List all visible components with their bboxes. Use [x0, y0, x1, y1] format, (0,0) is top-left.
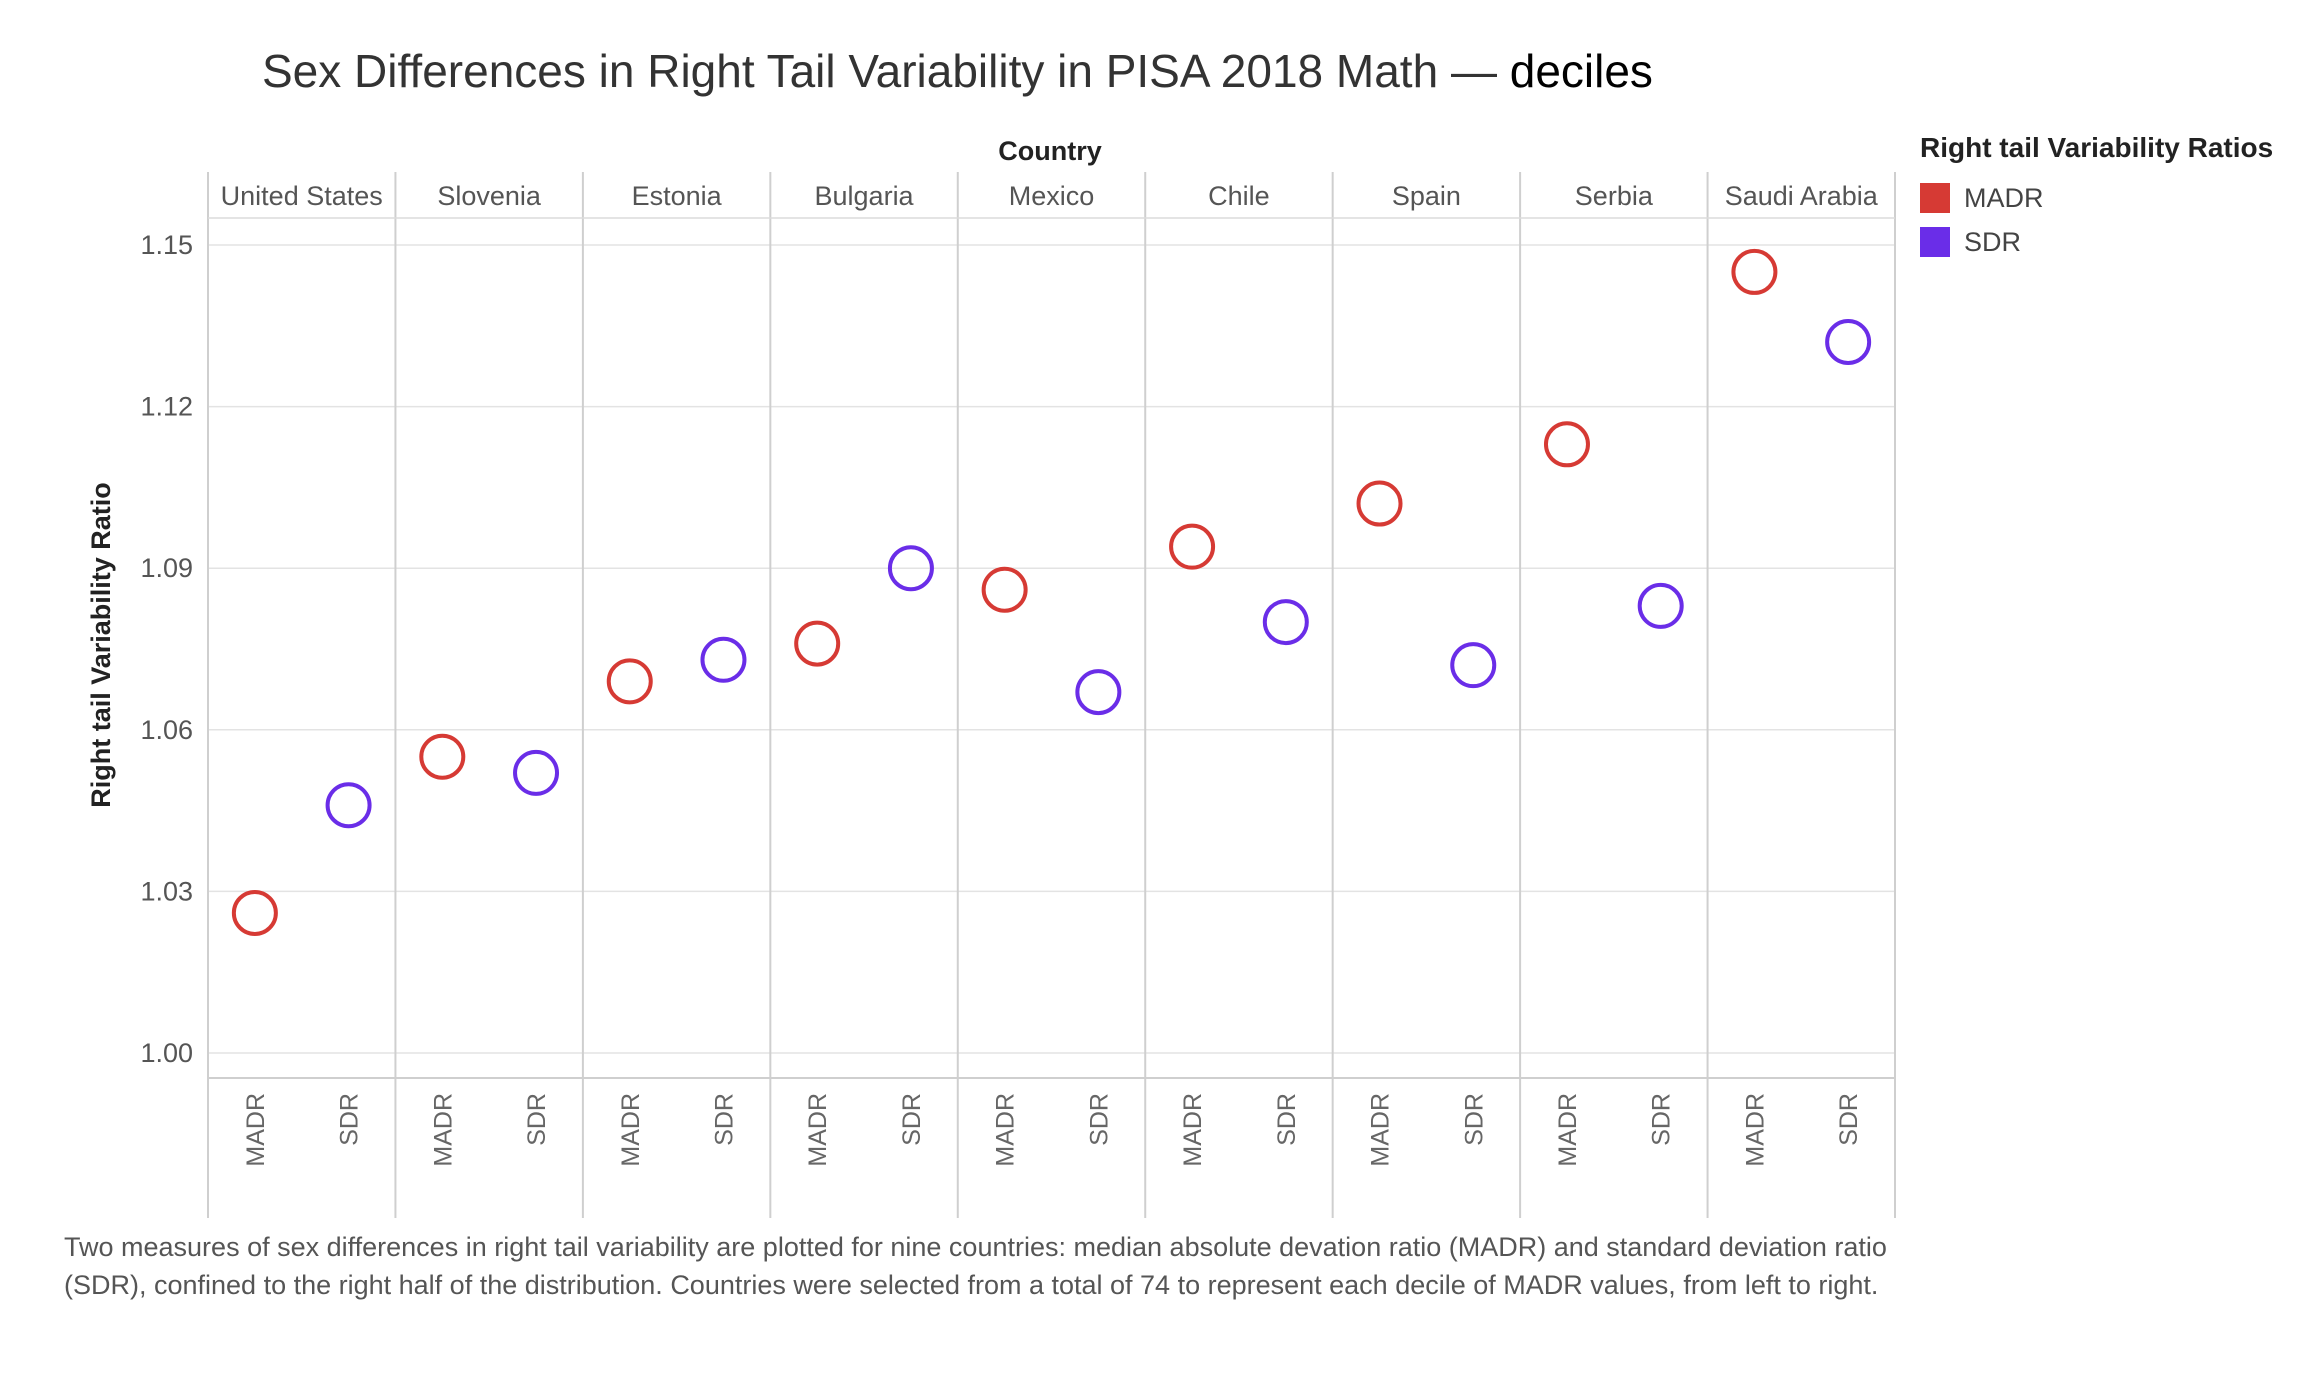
legend-title: Right tail Variability Ratios [1920, 132, 2274, 163]
y-tick-label: 1.00 [140, 1038, 193, 1068]
measure-label-madr: MADR [617, 1093, 645, 1167]
y-tick-label: 1.12 [140, 392, 193, 422]
point-sdr-chile[interactable] [1262, 599, 1309, 646]
measure-label-madr: MADR [1179, 1093, 1207, 1167]
point-madr-spain[interactable] [1356, 480, 1403, 527]
measure-label-sdr: SDR [336, 1093, 364, 1146]
measure-label-sdr: SDR [1085, 1093, 1113, 1146]
measure-label-sdr: SDR [1835, 1093, 1863, 1146]
point-sdr-bulgaria[interactable] [887, 545, 934, 592]
point-sdr-mexico[interactable] [1075, 669, 1122, 716]
point-madr-slovenia[interactable] [419, 733, 466, 780]
country-header: Bulgaria [815, 181, 915, 211]
data-points [231, 248, 1872, 936]
point-madr-bulgaria[interactable] [794, 620, 841, 667]
legend: Right tail Variability Ratios MADR SDR [1920, 132, 2273, 264]
legend-item-madr[interactable]: MADR [1920, 176, 2273, 220]
measure-label-madr: MADR [804, 1093, 832, 1167]
country-header: Slovenia [437, 181, 542, 211]
measure-labels: MADR SDR MADR SDR MADR SDR MADR SDR MADR SDR MADR S… [242, 1093, 1863, 1167]
measure-label-sdr: SDR [1273, 1093, 1301, 1146]
chart-caption: Two measures of sex differences in right… [64, 1232, 1887, 1300]
measure-label-sdr: SDR [898, 1093, 926, 1146]
y-tick-label: 1.09 [140, 553, 193, 583]
point-sdr-serbia[interactable] [1637, 582, 1684, 629]
point-sdr-estonia[interactable] [700, 636, 747, 683]
y-axis-title: Right tail Variability Ratio [86, 482, 116, 808]
measure-label-sdr: SDR [1460, 1093, 1488, 1146]
chart-title-main: Sex Differences in Right Tail Variabilit… [262, 45, 1439, 97]
legend-swatch-madr [1920, 183, 1950, 213]
country-header: Chile [1208, 181, 1270, 211]
point-madr-saudi-arabia[interactable] [1731, 248, 1778, 295]
measure-label-madr: MADR [992, 1093, 1020, 1167]
point-sdr-spain[interactable] [1450, 642, 1497, 689]
measure-label-madr: MADR [1367, 1093, 1395, 1167]
country-headers: United States Slovenia Estonia Bulgaria Mexi… [221, 181, 1879, 211]
measure-label-sdr: SDR [710, 1093, 738, 1146]
legend-swatch-sdr [1920, 227, 1950, 257]
point-madr-mexico[interactable] [981, 566, 1028, 613]
country-header: Serbia [1575, 181, 1654, 211]
measure-label-madr: MADR [1741, 1093, 1769, 1167]
chart-title: Sex Differences in Right Tail Variabilit… [262, 44, 1653, 98]
column-header: Country [998, 136, 1102, 166]
measure-label-sdr: SDR [523, 1093, 551, 1146]
country-header: Spain [1392, 181, 1461, 211]
country-header: United States [221, 181, 383, 211]
measure-label-madr: MADR [1554, 1093, 1582, 1167]
point-madr-serbia[interactable] [1543, 421, 1590, 468]
measure-label-madr: MADR [429, 1093, 457, 1167]
point-madr-chile[interactable] [1169, 523, 1216, 570]
point-madr-united-states[interactable] [231, 889, 278, 936]
country-header: Mexico [1009, 181, 1095, 211]
legend-label-sdr: SDR [1964, 226, 2022, 257]
point-sdr-slovenia[interactable] [513, 749, 560, 796]
chart-title-dash: — [1450, 45, 1497, 97]
y-axis-ticks: 1.00 1.03 1.06 1.09 1.12 1.15 [140, 230, 193, 1068]
legend-label-madr: MADR [1964, 182, 2044, 213]
measure-label-madr: MADR [242, 1093, 270, 1167]
y-tick-label: 1.15 [140, 230, 193, 260]
point-sdr-united-states[interactable] [325, 782, 372, 829]
point-madr-estonia[interactable] [606, 658, 653, 705]
measure-label-sdr: SDR [1648, 1093, 1676, 1146]
pane-dividers [207, 172, 1896, 1218]
chart-title-highlight: deciles [1509, 45, 1653, 97]
country-header: Saudi Arabia [1725, 181, 1879, 211]
grid-layer [208, 244, 1895, 1054]
point-sdr-saudi-arabia[interactable] [1825, 318, 1872, 365]
country-header: Estonia [632, 181, 723, 211]
y-tick-label: 1.06 [140, 715, 193, 745]
legend-item-sdr[interactable]: SDR [1920, 220, 2273, 264]
y-tick-label: 1.03 [140, 876, 193, 906]
